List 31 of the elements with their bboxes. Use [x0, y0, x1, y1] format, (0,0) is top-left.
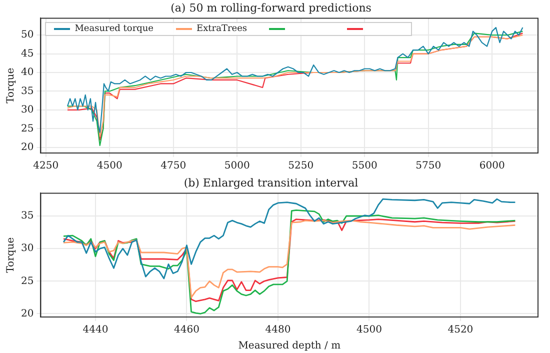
x-tick-label: 4440	[82, 324, 108, 336]
legend-label: Measured torque	[74, 24, 154, 34]
chart-title: (a) 50 m rolling-forward predictions	[170, 1, 372, 14]
x-tick-label: 4500	[96, 160, 122, 172]
y-axis-title: Torque	[6, 68, 17, 104]
y-tick-label: 35	[20, 86, 34, 97]
y-tick-label: 20	[20, 308, 34, 320]
x-tick-label: 5750	[416, 160, 442, 172]
y-tick-label: 35	[20, 210, 34, 222]
y-tick-label: 40	[20, 67, 34, 78]
y-tick-label: 25	[20, 123, 34, 134]
x-tick-label: 5500	[352, 160, 378, 172]
y-tick-label: 50	[20, 30, 34, 41]
x-tick-label: 5250	[288, 160, 314, 172]
x-axis-title: Measured depth / m	[238, 340, 342, 352]
x-tick-label: 5000	[224, 160, 250, 172]
x-tick-label: 4520	[448, 324, 474, 336]
y-axis-title: Torque	[6, 237, 17, 273]
x-tick-label: 4460	[174, 324, 200, 336]
x-tick-label: 4500	[356, 324, 382, 336]
legend-label: ExtraTrees	[196, 24, 248, 34]
y-tick-label: 30	[20, 243, 34, 254]
y-tick-label: 45	[20, 48, 34, 60]
x-tick-label: 4250	[33, 160, 59, 172]
y-tick-label: 20	[20, 142, 34, 153]
chart-title: (b) Enlarged transition interval	[184, 176, 359, 190]
y-tick-label: 25	[20, 276, 34, 287]
y-tick-label: 30	[20, 104, 34, 116]
x-tick-label: 4750	[160, 160, 186, 172]
x-tick-label: 4480	[265, 324, 291, 336]
x-tick-label: 6000	[479, 160, 505, 172]
